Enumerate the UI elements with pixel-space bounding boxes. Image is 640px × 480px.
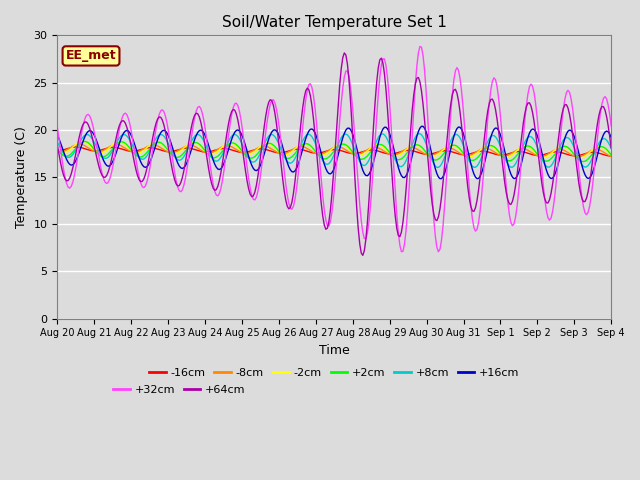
Legend: +32cm, +64cm: +32cm, +64cm xyxy=(109,381,250,400)
Text: EE_met: EE_met xyxy=(66,49,116,62)
X-axis label: Time: Time xyxy=(319,344,349,357)
Y-axis label: Temperature (C): Temperature (C) xyxy=(15,126,28,228)
Title: Soil/Water Temperature Set 1: Soil/Water Temperature Set 1 xyxy=(222,15,447,30)
